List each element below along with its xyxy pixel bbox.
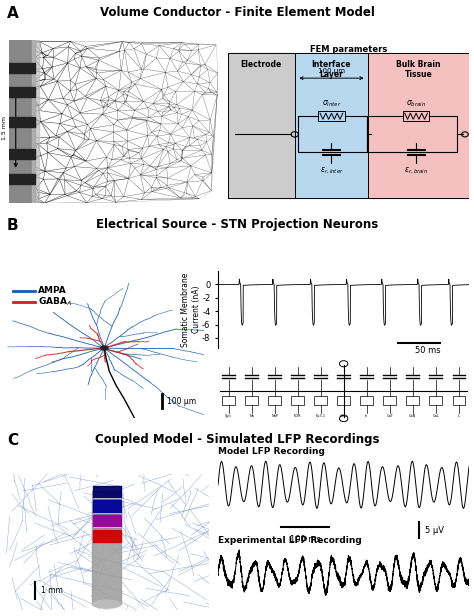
Text: L: L	[458, 414, 460, 418]
Bar	[403, 111, 429, 121]
Text: Kv3.1: Kv3.1	[316, 414, 326, 418]
Bar	[360, 395, 373, 405]
Text: GABA$_A$: GABA$_A$	[38, 296, 72, 308]
Text: Electrode: Electrode	[241, 60, 282, 69]
Text: Interface
Layer: Interface Layer	[312, 60, 351, 79]
Bar	[292, 395, 304, 405]
Bar	[228, 53, 295, 198]
Text: Bulk Brain
Tissue: Bulk Brain Tissue	[396, 60, 441, 79]
Bar	[32, 40, 39, 203]
Bar	[93, 515, 120, 527]
Bar	[406, 395, 419, 405]
Text: 1.5 mm: 1.5 mm	[2, 116, 8, 140]
Bar	[9, 174, 35, 184]
Text: $\varepsilon_{r,inter}$: $\varepsilon_{r,inter}$	[319, 166, 343, 176]
Text: sKCa: sKCa	[339, 414, 348, 418]
Text: 100 μm: 100 μm	[167, 397, 196, 406]
Text: FEM parameters: FEM parameters	[310, 46, 387, 54]
Bar	[429, 395, 442, 405]
Text: $\varepsilon_{r,brain}$: $\varepsilon_{r,brain}$	[404, 166, 428, 176]
Text: CaN: CaN	[409, 414, 416, 418]
Text: KDR: KDR	[294, 414, 301, 418]
Text: Na: Na	[249, 414, 254, 418]
Text: $\sigma_{brain}$: $\sigma_{brain}$	[406, 98, 426, 108]
Text: 100 ms: 100 ms	[290, 535, 320, 544]
Bar	[9, 63, 35, 73]
Text: NaP: NaP	[271, 414, 278, 418]
Text: 1 mm: 1 mm	[41, 586, 64, 594]
Text: A: A	[7, 6, 19, 22]
Y-axis label: Somatic Membrane
Current (nA): Somatic Membrane Current (nA)	[181, 272, 201, 347]
Bar	[318, 111, 345, 121]
Bar	[93, 500, 120, 513]
Bar	[245, 395, 258, 405]
Text: Model LFP Recording: Model LFP Recording	[218, 447, 325, 456]
Text: 5 μV: 5 μV	[425, 525, 444, 535]
Text: Electrical Source - STN Projection Neurons: Electrical Source - STN Projection Neuro…	[96, 217, 378, 231]
Bar	[268, 395, 281, 405]
Text: Coupled Model - Simulated LFP Recordings: Coupled Model - Simulated LFP Recordings	[95, 433, 379, 446]
Text: 100 μm: 100 μm	[318, 68, 345, 73]
Text: CaL: CaL	[432, 414, 439, 418]
Bar	[368, 53, 469, 198]
Text: 50 ms: 50 ms	[415, 346, 440, 355]
Bar	[222, 395, 235, 405]
Text: B: B	[7, 217, 19, 233]
Text: Experimental LFP Recording: Experimental LFP Recording	[218, 536, 362, 545]
Bar	[453, 395, 465, 405]
Text: Syn: Syn	[225, 414, 232, 418]
Ellipse shape	[92, 600, 121, 608]
Bar	[9, 87, 35, 97]
Text: Ih: Ih	[365, 414, 368, 418]
Text: C: C	[7, 433, 18, 448]
Bar	[295, 53, 368, 198]
Bar	[93, 485, 120, 498]
Circle shape	[100, 346, 108, 350]
Bar	[9, 40, 35, 203]
Bar	[9, 117, 35, 126]
Bar	[383, 395, 396, 405]
Polygon shape	[92, 492, 121, 604]
Bar	[314, 395, 327, 405]
Text: CaT: CaT	[386, 414, 393, 418]
Bar	[93, 530, 120, 542]
Bar	[337, 395, 350, 405]
Text: $\sigma_{inter}$: $\sigma_{inter}$	[322, 98, 341, 108]
Text: Volume Conductor - Finite Element Model: Volume Conductor - Finite Element Model	[100, 6, 374, 19]
Bar	[9, 150, 35, 159]
Text: AMPA: AMPA	[38, 286, 67, 295]
